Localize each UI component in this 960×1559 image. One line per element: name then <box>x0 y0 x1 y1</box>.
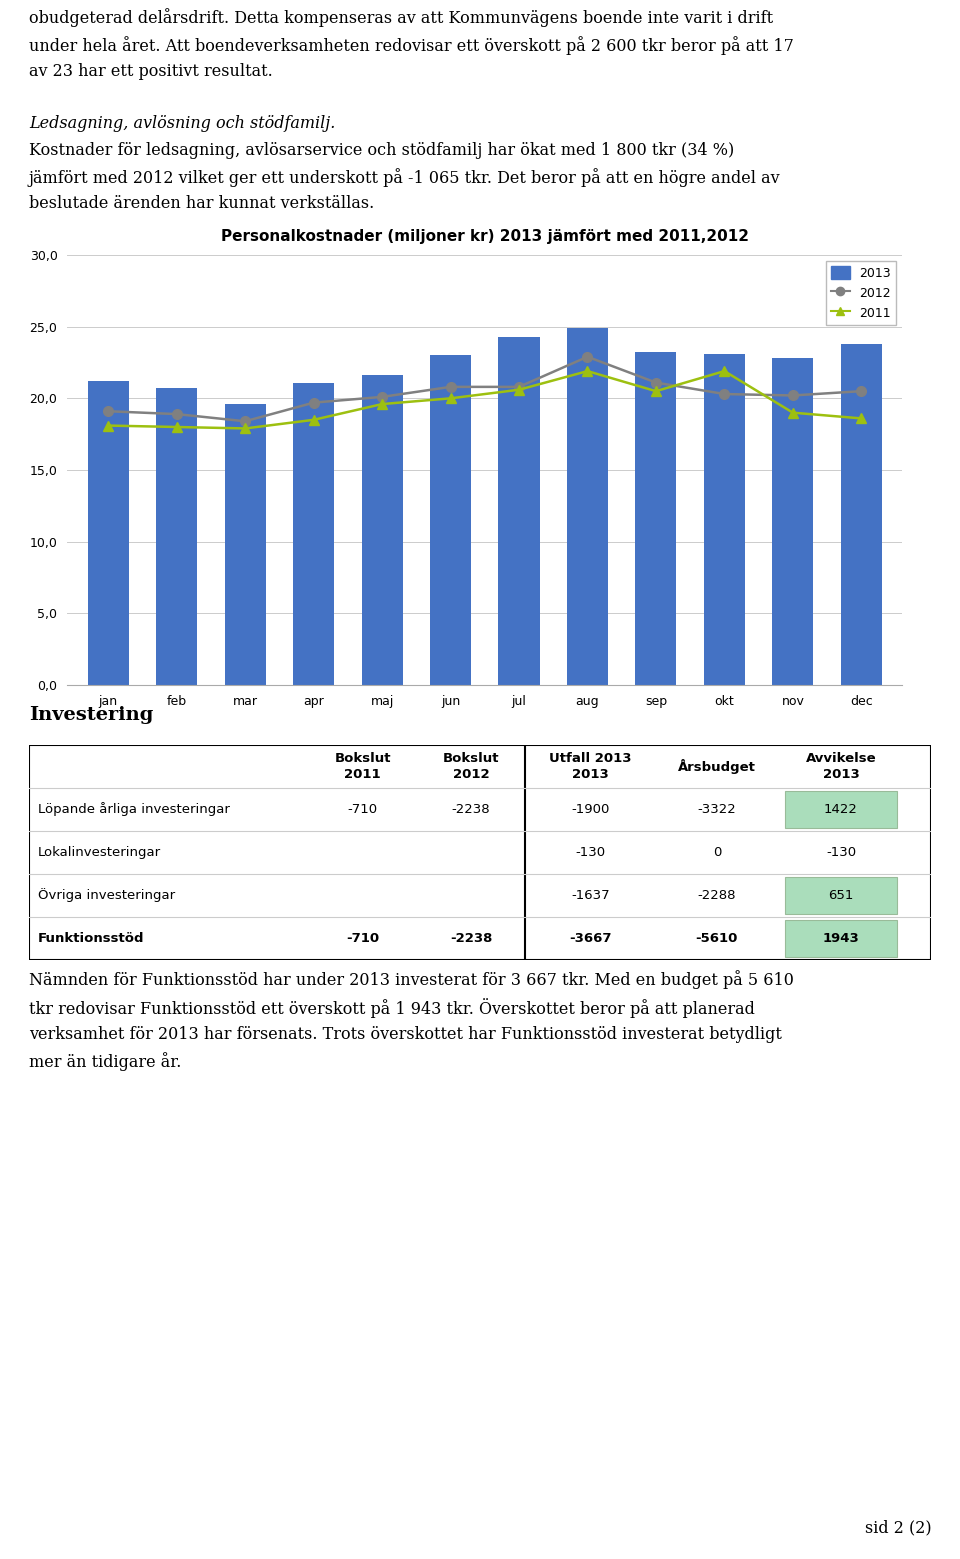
Text: -3667: -3667 <box>569 932 612 945</box>
Text: -2238: -2238 <box>451 803 491 815</box>
Text: Övriga investeringar: Övriga investeringar <box>37 889 175 903</box>
Bar <box>785 792 897 828</box>
Bar <box>636 352 677 684</box>
Bar <box>785 920 897 957</box>
Bar <box>293 382 334 684</box>
Text: Funktionsstöd: Funktionsstöd <box>37 932 144 945</box>
Text: -1637: -1637 <box>571 889 610 903</box>
Bar <box>87 380 129 684</box>
Text: Avvikelse
2013: Avvikelse 2013 <box>805 751 876 781</box>
Text: Investering: Investering <box>29 706 154 723</box>
Text: -130: -130 <box>575 847 606 859</box>
Text: Bokslut
2011: Bokslut 2011 <box>334 751 391 781</box>
Bar <box>704 354 745 684</box>
Text: 1943: 1943 <box>823 932 859 945</box>
Text: -5610: -5610 <box>696 932 738 945</box>
Title: Personalkostnader (miljoner kr) 2013 jämfört med 2011,2012: Personalkostnader (miljoner kr) 2013 jäm… <box>221 229 749 245</box>
Text: Årsbudget: Årsbudget <box>678 759 756 773</box>
Bar <box>430 355 471 684</box>
Text: Lokalinvesteringar: Lokalinvesteringar <box>37 847 161 859</box>
Text: -1900: -1900 <box>571 803 610 815</box>
Bar <box>567 327 608 684</box>
Text: 0: 0 <box>712 847 721 859</box>
Bar <box>362 376 402 684</box>
Text: -710: -710 <box>347 932 379 945</box>
Bar <box>785 878 897 914</box>
Text: -2288: -2288 <box>698 889 736 903</box>
Bar <box>156 388 197 684</box>
Bar <box>498 337 540 684</box>
Text: sid 2 (2): sid 2 (2) <box>865 1518 931 1536</box>
Text: Ledsagning, avlösning och stödfamilj.: Ledsagning, avlösning och stödfamilj. <box>29 115 335 133</box>
Text: -130: -130 <box>826 847 856 859</box>
Bar <box>773 359 813 684</box>
Text: -2238: -2238 <box>450 932 492 945</box>
Text: -3322: -3322 <box>698 803 736 815</box>
Text: Nämnden för Funktionsstöd har under 2013 investerat för 3 667 tkr. Med en budget: Nämnden för Funktionsstöd har under 2013… <box>29 970 794 1071</box>
Bar <box>841 345 882 684</box>
Text: obudgeterad delårsdrift. Detta kompenseras av att Kommunvägens boende inte varit: obudgeterad delårsdrift. Detta kompenser… <box>29 8 794 80</box>
Text: Löpande årliga investeringar: Löpande årliga investeringar <box>37 803 229 817</box>
Text: -710: -710 <box>348 803 377 815</box>
Bar <box>225 404 266 684</box>
Text: Utfall 2013
2013: Utfall 2013 2013 <box>549 751 632 781</box>
Legend: 2013, 2012, 2011: 2013, 2012, 2011 <box>826 262 896 324</box>
Text: Kostnader för ledsagning, avlösarservice och stödfamilj har ökat med 1 800 tkr (: Kostnader för ledsagning, avlösarservice… <box>29 142 780 212</box>
Text: 651: 651 <box>828 889 853 903</box>
Text: Bokslut
2012: Bokslut 2012 <box>443 751 499 781</box>
Text: 1422: 1422 <box>824 803 858 815</box>
